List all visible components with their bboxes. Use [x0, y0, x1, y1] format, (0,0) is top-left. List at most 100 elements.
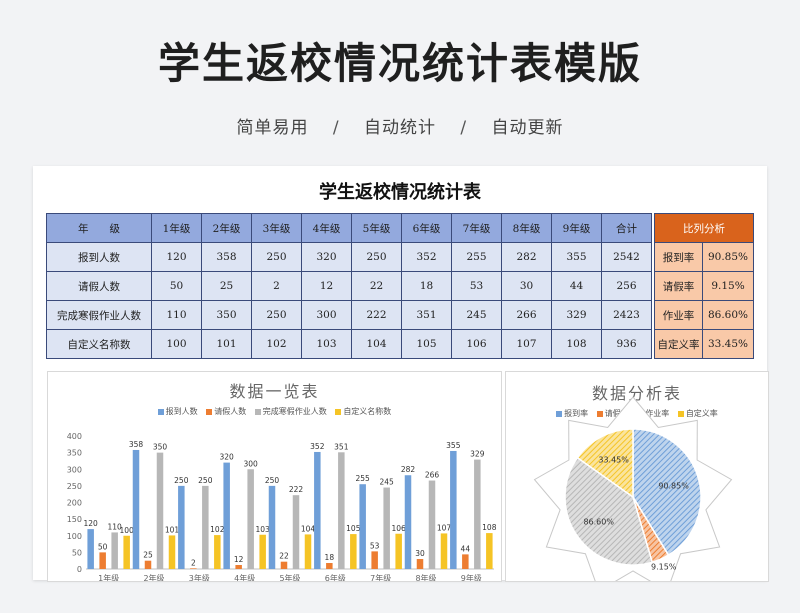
table-cell[interactable]: 250: [251, 242, 302, 272]
table-cell[interactable]: 25: [201, 271, 252, 301]
table-cell[interactable]: 350: [201, 300, 252, 330]
ratio-label[interactable]: 请假率: [654, 271, 703, 301]
ratio-row: 报到率 90.85%: [654, 242, 754, 272]
table-cell[interactable]: 103: [301, 329, 352, 359]
bar: [235, 565, 242, 569]
row-label[interactable]: 请假人数: [46, 271, 152, 301]
table-cell[interactable]: 250: [351, 242, 402, 272]
table-cell[interactable]: 107: [501, 329, 552, 359]
y-tick-label: 150: [67, 515, 82, 524]
table-cell[interactable]: 100: [151, 329, 202, 359]
table-cell[interactable]: 108: [551, 329, 602, 359]
slice-label: 86.60%: [583, 518, 614, 527]
data-label: 110: [108, 522, 123, 531]
data-label: 2: [191, 558, 196, 567]
header-cell[interactable]: 9年级: [551, 213, 602, 243]
data-label: 106: [392, 524, 407, 533]
ratio-value[interactable]: 33.45%: [702, 329, 754, 359]
row-label[interactable]: 报到人数: [46, 242, 152, 272]
category-label: 9年级: [461, 573, 482, 581]
ratio-value[interactable]: 9.15%: [702, 271, 754, 301]
ratio-value[interactable]: 90.85%: [702, 242, 754, 272]
bar-chart: 050100150200250300350400120501101001年级35…: [67, 432, 497, 581]
total-cell[interactable]: 256: [601, 271, 652, 301]
header-cell[interactable]: 4年级: [301, 213, 352, 243]
table-cell[interactable]: 358: [201, 242, 252, 272]
data-label: 245: [380, 478, 395, 487]
ratio-header-cell[interactable]: 比列分析: [654, 213, 754, 243]
table-cell[interactable]: 30: [501, 271, 552, 301]
table-cell[interactable]: 352: [401, 242, 452, 272]
row-label[interactable]: 自定义名称数: [46, 329, 152, 359]
legend-label: 报到率: [564, 409, 589, 418]
table-cell[interactable]: 320: [301, 242, 352, 272]
table-cell[interactable]: 245: [451, 300, 502, 330]
row-label[interactable]: 完成寒假作业人数: [46, 300, 152, 330]
header-cell[interactable]: 年 级: [46, 213, 152, 243]
data-label: 120: [84, 519, 99, 528]
total-cell[interactable]: 2423: [601, 300, 652, 330]
header-cell[interactable]: 5年级: [351, 213, 402, 243]
table-cell[interactable]: 110: [151, 300, 202, 330]
header-cell[interactable]: 2年级: [201, 213, 252, 243]
table-cell[interactable]: 120: [151, 242, 202, 272]
table-cell[interactable]: 2: [251, 271, 302, 301]
table-cell[interactable]: 104: [351, 329, 402, 359]
y-tick-label: 50: [72, 548, 82, 557]
data-label: 358: [129, 440, 144, 449]
tagline-separator: /: [332, 118, 340, 138]
table-cell[interactable]: 102: [251, 329, 302, 359]
table-cell[interactable]: 12: [301, 271, 352, 301]
header-cell[interactable]: 8年级: [501, 213, 552, 243]
table-cell[interactable]: 53: [451, 271, 502, 301]
header-cell[interactable]: 1年级: [151, 213, 202, 243]
header-cell[interactable]: 合计: [601, 213, 652, 243]
table-row: 完成寒假作业人数 110 350 250 300 222 351 245 266…: [46, 300, 652, 330]
bar: [268, 485, 276, 569]
total-cell[interactable]: 2542: [601, 242, 652, 272]
y-tick-label: 400: [67, 432, 82, 441]
data-label: 108: [482, 523, 497, 532]
total-cell[interactable]: 936: [601, 329, 652, 359]
ratio-label[interactable]: 作业率: [654, 300, 703, 330]
table-cell[interactable]: 329: [551, 300, 602, 330]
data-label: 300: [244, 459, 259, 468]
table-cell[interactable]: 266: [501, 300, 552, 330]
legend-swatch: [556, 410, 563, 417]
ratio-label[interactable]: 自定义率: [654, 329, 703, 359]
header-cell[interactable]: 7年级: [451, 213, 502, 243]
tagline: 简单易用 / 自动统计 / 自动更新: [0, 113, 800, 138]
table-cell[interactable]: 282: [501, 242, 552, 272]
table-cell[interactable]: 44: [551, 271, 602, 301]
table-cell[interactable]: 255: [451, 242, 502, 272]
table-cell[interactable]: 101: [201, 329, 252, 359]
bar-chart-title: 数据一览表: [229, 382, 320, 401]
bar-chart-panel[interactable]: 数据一览表 报到人数 请假人数 完成寒假作业人数 自定义名称数 0 50 100 15…: [47, 371, 502, 582]
ratio-label[interactable]: 报到率: [654, 242, 703, 272]
table-cell[interactable]: 105: [401, 329, 452, 359]
table-cell[interactable]: 22: [351, 271, 402, 301]
data-label: 282: [401, 465, 416, 474]
ratio-value[interactable]: 86.60%: [702, 300, 754, 330]
header-cell[interactable]: 3年级: [251, 213, 302, 243]
table-cell[interactable]: 222: [351, 300, 402, 330]
pie-slice: [564, 456, 654, 566]
bar: [168, 535, 176, 569]
y-tick-label: 100: [67, 532, 82, 541]
table-cell[interactable]: 50: [151, 271, 202, 301]
pie-chart-panel[interactable]: 数据分析表 报到率 请假率 作业率 自定义率 90.85% 9.15% 86.60%…: [505, 371, 769, 582]
table-cell[interactable]: 355: [551, 242, 602, 272]
legend-item: 请假人数: [206, 406, 246, 417]
bar: [450, 450, 457, 569]
table-cell[interactable]: 250: [251, 300, 302, 330]
table-row: 自定义名称数 100 101 102 103 104 105 106 107 1…: [46, 329, 652, 359]
bar: [338, 452, 345, 569]
table-cell[interactable]: 351: [401, 300, 452, 330]
table-cell[interactable]: 18: [401, 271, 452, 301]
sheet-title: 学生返校情况统计表: [319, 182, 481, 203]
table-cell[interactable]: 300: [301, 300, 352, 330]
table-cell[interactable]: 106: [451, 329, 502, 359]
header-cell[interactable]: 6年级: [401, 213, 452, 243]
bar: [190, 568, 197, 569]
legend-swatch: [677, 410, 684, 417]
